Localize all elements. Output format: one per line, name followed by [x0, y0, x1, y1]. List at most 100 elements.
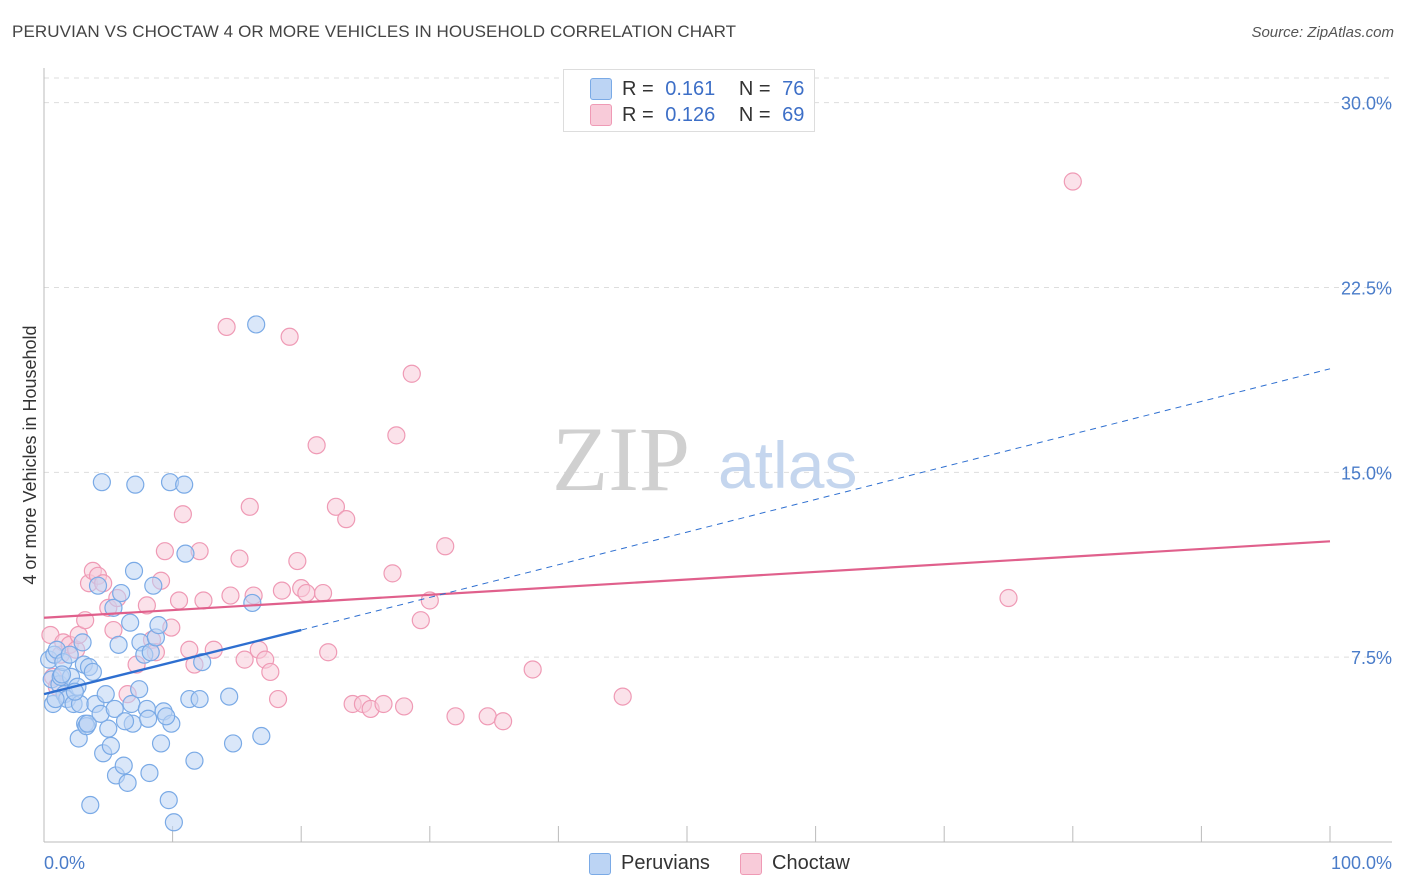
peruvian-point [52, 665, 72, 684]
peruvian-point [115, 712, 135, 731]
choctaw-point [1063, 172, 1082, 191]
x-tick-label-end: 100.0% [1331, 853, 1392, 873]
choctaw-point [436, 537, 455, 556]
peruvian-trend-line [43, 628, 302, 696]
choctaw-point [307, 436, 326, 455]
watermark-zip: ZIP [552, 408, 690, 510]
peruvian-point [104, 598, 123, 617]
legend-r-value: 0.126 [665, 104, 716, 126]
legend-n-label: N = [738, 78, 771, 100]
peruvian-point [149, 616, 168, 635]
peruvian-point [159, 791, 178, 810]
peruvian-point [121, 613, 140, 632]
peruvian-point [78, 714, 97, 733]
choctaw-point [194, 591, 213, 610]
peruvian-point [112, 583, 131, 603]
legend: R = 0.161 N = 76 R = 0.126 N = 69 [563, 69, 815, 132]
peruvian-point [101, 736, 120, 755]
choctaw-point [999, 588, 1018, 608]
x-tick-label-start: 0.0% [44, 853, 85, 873]
peruvian-point [139, 709, 158, 728]
legend-swatch-pink [590, 104, 612, 126]
choctaw-point [523, 660, 542, 679]
bottom-legend-label: Choctaw [772, 852, 850, 874]
choctaw-point [272, 581, 292, 600]
choctaw-point [137, 596, 156, 615]
y-tick-label: 15.0% [1341, 463, 1392, 483]
choctaw-point [235, 650, 254, 669]
peruvian-point [118, 773, 137, 792]
y-axis-label: 4 or more Vehicles in Household [20, 325, 40, 584]
choctaw-point [402, 364, 421, 383]
peruvian-point [175, 475, 194, 494]
legend-n-label: N = [738, 104, 771, 126]
watermark-atlas: atlas [718, 428, 857, 502]
choctaw-point [155, 542, 174, 561]
peruvian-point [130, 680, 149, 699]
tick-labels: 7.5% 15.0% 22.5% 30.0% 0.0% 100.0% [44, 94, 1392, 873]
legend-r-label: R = [622, 104, 654, 126]
peruvian-point [220, 687, 239, 706]
peruvian-point [243, 593, 262, 613]
peruvian-point [96, 685, 115, 704]
peruvian-point [252, 726, 271, 746]
peruvian-point [73, 633, 92, 652]
peruvian-trend-extension [301, 368, 1331, 631]
choctaw-point [261, 662, 280, 682]
choctaw-point [240, 497, 259, 516]
choctaw-point [394, 697, 414, 716]
choctaw-point [288, 551, 307, 571]
choctaw-point [169, 591, 189, 610]
choctaw-point [280, 327, 299, 346]
peruvian-point [81, 795, 100, 815]
legend-r-value: 0.161 [665, 78, 716, 100]
data-points [40, 172, 1082, 832]
choctaw-point [411, 611, 430, 630]
bottom-legend-label: Peruvians [621, 852, 710, 874]
axes [43, 68, 1392, 843]
peruvian-point [247, 315, 266, 334]
legend-n-value: 69 [782, 104, 805, 126]
peruvian-point [114, 756, 133, 775]
choctaw-point [221, 586, 240, 605]
peruvian-point [99, 719, 118, 738]
choctaw-point [297, 583, 316, 603]
peruvian-point [126, 475, 145, 494]
peruvian-point [164, 813, 183, 832]
choctaw-point [173, 505, 192, 524]
legend-r-label: R = [622, 78, 654, 100]
peruvian-point [190, 689, 209, 709]
choctaw-point [319, 643, 338, 662]
peruvian-point [83, 662, 102, 682]
peruvian-point [88, 576, 108, 595]
peruvian-point [109, 635, 128, 654]
y-tick-label: 22.5% [1341, 278, 1392, 298]
peruvian-point [60, 645, 79, 664]
grid-lines [44, 77, 1392, 658]
choctaw-point [383, 564, 402, 583]
peruvian-point [223, 734, 243, 753]
choctaw-point [217, 317, 236, 337]
chart-title: PERUVIAN VS CHOCTAW 4 OR MORE VEHICLES I… [12, 22, 737, 41]
choctaw-trend-line [43, 540, 1331, 619]
peruvian-point [140, 763, 159, 783]
peruvian-point [157, 707, 176, 726]
choctaw-point [613, 687, 632, 706]
peruvian-point [124, 561, 144, 581]
peruvian-point [176, 544, 195, 563]
choctaw-point [494, 712, 513, 731]
bottom-legend-swatch-pink [740, 853, 762, 875]
choctaw-point [374, 694, 393, 714]
choctaw-point [230, 549, 249, 568]
y-tick-label: 7.5% [1351, 648, 1392, 668]
peruvian-point [92, 473, 111, 492]
choctaw-point [478, 707, 497, 726]
trend-lines [43, 368, 1331, 696]
peruvian-point [105, 699, 124, 719]
y-tick-label: 30.0% [1341, 94, 1392, 114]
source-credit: Source: ZipAtlas.com [1251, 24, 1394, 41]
choctaw-point [326, 497, 346, 516]
legend-swatch-blue [590, 78, 612, 100]
choctaw-point [313, 583, 333, 603]
